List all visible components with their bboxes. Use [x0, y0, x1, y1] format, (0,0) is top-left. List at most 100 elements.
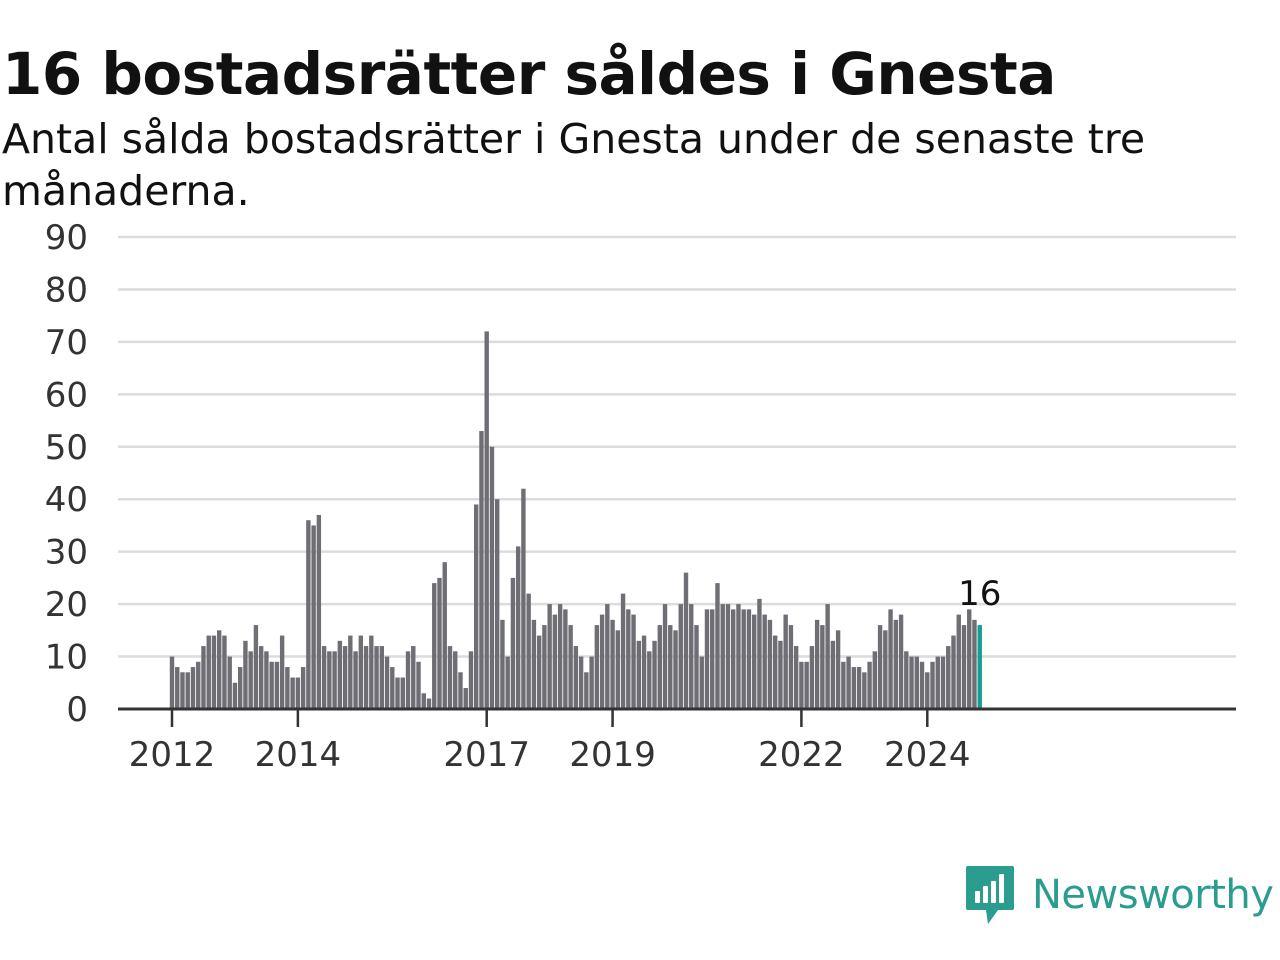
bar: [474, 504, 479, 709]
bar: [615, 630, 621, 709]
bar: [778, 640, 783, 709]
bar: [904, 651, 909, 709]
bar: [227, 656, 232, 709]
bar: [379, 646, 384, 709]
bar: [169, 656, 175, 709]
bar: [909, 656, 914, 709]
bar: [568, 625, 573, 709]
x-tick-label: 2012: [129, 735, 216, 775]
bar: [793, 646, 799, 709]
y-tick-label: 60: [45, 375, 88, 415]
bar: [489, 446, 495, 709]
bar: [437, 577, 442, 709]
bar: [804, 661, 809, 709]
newsworthy-logo-icon: [966, 866, 1014, 924]
bar: [925, 672, 930, 709]
bar: [888, 609, 893, 709]
bar: [258, 646, 264, 709]
bar: [290, 677, 295, 709]
bar: [647, 651, 652, 709]
bar: [872, 651, 878, 709]
y-tick-label: 20: [45, 585, 88, 625]
bar: [689, 604, 694, 709]
bar: [594, 625, 600, 709]
bar: [358, 635, 364, 709]
bar: [578, 656, 584, 709]
bar: [736, 604, 741, 709]
bar-highlight: [977, 625, 982, 709]
bar: [411, 646, 416, 709]
bar: [237, 667, 243, 709]
bar: [421, 693, 426, 709]
brand-logo: Newsworthy: [964, 864, 1274, 926]
bar: [746, 609, 752, 709]
bar: [321, 646, 327, 709]
bar: [620, 593, 626, 709]
bar: [332, 651, 337, 709]
bar: [447, 646, 453, 709]
bar: [185, 672, 190, 709]
bar: [694, 625, 699, 709]
bar: [494, 499, 500, 709]
bar: [253, 625, 259, 709]
bar: [631, 614, 636, 709]
bar: [175, 667, 180, 709]
bar: [306, 520, 311, 709]
bar: [395, 677, 400, 709]
y-tick-label: 0: [66, 690, 88, 730]
y-tick-label: 30: [45, 533, 88, 573]
bar: [405, 651, 411, 709]
bar: [400, 677, 405, 709]
brand-name: Newsworthy: [1032, 872, 1274, 918]
bar: [898, 614, 904, 709]
bar: [201, 646, 206, 709]
bar: [348, 635, 353, 709]
bar: [704, 609, 710, 709]
bar: [484, 331, 489, 709]
bar: [531, 619, 537, 709]
bar: [914, 656, 919, 709]
bar: [316, 514, 322, 709]
bar: [825, 604, 830, 709]
bar: [883, 630, 888, 709]
y-axis-ticks: 0 10 20 30 40 50 60 70 80 90: [45, 218, 88, 730]
bar: [788, 625, 794, 709]
y-tick-label: 50: [45, 428, 88, 468]
bar: [311, 525, 316, 709]
bar: [862, 672, 867, 709]
last-value-label: 16: [958, 574, 1001, 614]
x-tick-label: 2019: [569, 735, 656, 775]
bar: [468, 651, 474, 709]
bar: [662, 604, 668, 709]
bar: [211, 635, 217, 709]
gridlines: [118, 235, 1236, 658]
bar: [956, 614, 961, 709]
y-tick-label: 80: [45, 270, 88, 310]
bar: [636, 640, 642, 709]
bar: [573, 646, 579, 709]
bar: [641, 635, 647, 709]
y-tick-label: 40: [45, 480, 88, 520]
bar: [673, 630, 678, 709]
bar: [820, 625, 825, 709]
y-tick-label: 10: [45, 638, 88, 678]
bar: [269, 661, 274, 709]
bar: [851, 667, 857, 709]
bar: [972, 619, 977, 709]
bar: [699, 656, 704, 709]
bar: [767, 619, 773, 709]
bar: [846, 656, 851, 709]
bar: [384, 656, 390, 709]
bar: [390, 667, 395, 709]
bar: [327, 651, 332, 709]
bar: [279, 635, 285, 709]
bar: [762, 614, 767, 709]
bars: [169, 331, 982, 709]
bar: [678, 604, 683, 709]
bar: [264, 651, 269, 709]
bar: [605, 604, 610, 709]
bar: [584, 672, 589, 709]
bar: [715, 583, 720, 709]
bar: [652, 640, 657, 709]
bar: [505, 656, 510, 709]
